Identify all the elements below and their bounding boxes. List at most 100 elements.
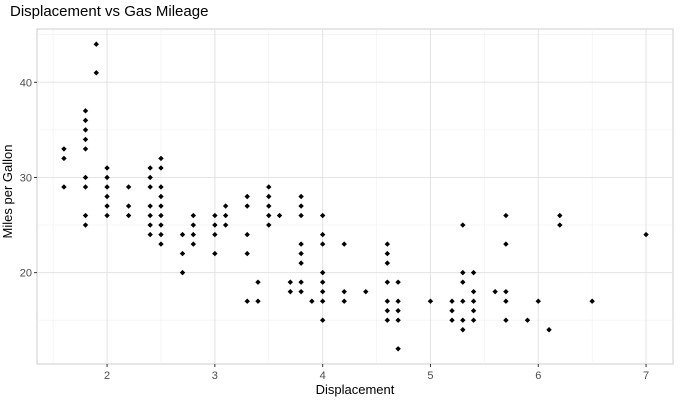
data-point (546, 327, 552, 333)
x-tick-label: 2 (104, 370, 110, 382)
data-point (460, 222, 466, 228)
data-point (158, 212, 164, 219)
data-point (222, 222, 229, 228)
data-point (643, 231, 649, 238)
data-point (503, 212, 509, 219)
data-point (190, 231, 197, 238)
data-point (190, 241, 197, 247)
plot-panel (36, 28, 674, 365)
y-tick-label: 20 (20, 268, 32, 280)
data-point (395, 298, 401, 304)
data-point (104, 203, 110, 209)
data-point (158, 203, 164, 209)
data-point (147, 174, 153, 181)
data-point (190, 212, 197, 219)
minor-gridlines (37, 29, 673, 364)
data-point (287, 279, 294, 285)
data-point (384, 298, 391, 304)
data-point (298, 212, 304, 219)
data-point (298, 193, 304, 200)
data-point (244, 298, 250, 304)
data-point (341, 288, 347, 295)
data-point (158, 184, 164, 190)
data-point (222, 203, 229, 209)
data-point (147, 231, 153, 238)
data-point (147, 222, 153, 228)
data-point (276, 212, 283, 219)
data-point (309, 298, 315, 304)
data-point (104, 193, 110, 200)
data-point (287, 288, 294, 295)
data-point (395, 346, 401, 352)
data-point (104, 174, 110, 181)
x-tick-label: 7 (643, 370, 649, 382)
data-point (61, 155, 67, 162)
data-point (298, 250, 304, 257)
data-point (179, 250, 186, 257)
major-gridlines (37, 29, 673, 364)
y-tick-label: 40 (20, 77, 32, 89)
data-point (395, 317, 401, 323)
data-point (255, 279, 261, 285)
data-point (503, 288, 509, 295)
data-point (147, 203, 153, 209)
data-point (319, 231, 326, 238)
data-point (470, 317, 477, 323)
data-point (82, 174, 89, 181)
data-point (384, 317, 391, 323)
data-point (535, 298, 541, 304)
data-point (384, 308, 391, 314)
data-point (82, 146, 89, 152)
data-point (384, 241, 391, 247)
data-point (470, 288, 477, 295)
data-point (82, 108, 89, 114)
x-tick-label: 6 (535, 370, 541, 382)
data-point (125, 203, 132, 209)
data-point (244, 250, 250, 257)
data-point (470, 298, 477, 304)
x-tick-label: 5 (427, 370, 433, 382)
data-point (319, 241, 326, 247)
data-point (125, 212, 132, 219)
data-point (222, 212, 229, 219)
x-axis-title: Displacement (316, 382, 395, 397)
data-point (255, 298, 261, 304)
data-point (460, 327, 466, 333)
data-point (82, 212, 89, 219)
data-point (460, 279, 466, 285)
data-point (449, 308, 455, 314)
data-point (212, 250, 218, 257)
data-point (244, 203, 250, 209)
data-point (61, 184, 67, 190)
data-point (61, 146, 67, 152)
data-point (82, 127, 89, 133)
data-point (266, 203, 272, 209)
x-tick-label: 3 (212, 370, 218, 382)
y-axis-ticks: 20 30 40 (20, 77, 37, 280)
data-point (82, 136, 89, 143)
data-point (244, 231, 250, 238)
data-points (61, 41, 649, 352)
data-point (298, 203, 304, 209)
data-point (158, 222, 164, 228)
data-point (104, 165, 110, 171)
chart-title: Displacement vs Gas Mileage (10, 3, 209, 20)
data-point (524, 317, 531, 323)
data-point (557, 212, 563, 219)
data-point (147, 184, 153, 190)
data-point (319, 269, 326, 276)
data-point (82, 222, 89, 228)
data-point (266, 222, 272, 228)
y-axis-title: Miles per Gallon (0, 145, 15, 239)
data-point (298, 288, 304, 295)
data-point (82, 117, 89, 124)
data-point (427, 298, 434, 304)
data-point (384, 260, 391, 266)
data-point (395, 279, 401, 285)
data-point (589, 298, 595, 304)
data-point (179, 231, 186, 238)
data-point (449, 317, 455, 323)
data-point (158, 155, 164, 162)
data-point (319, 279, 326, 285)
